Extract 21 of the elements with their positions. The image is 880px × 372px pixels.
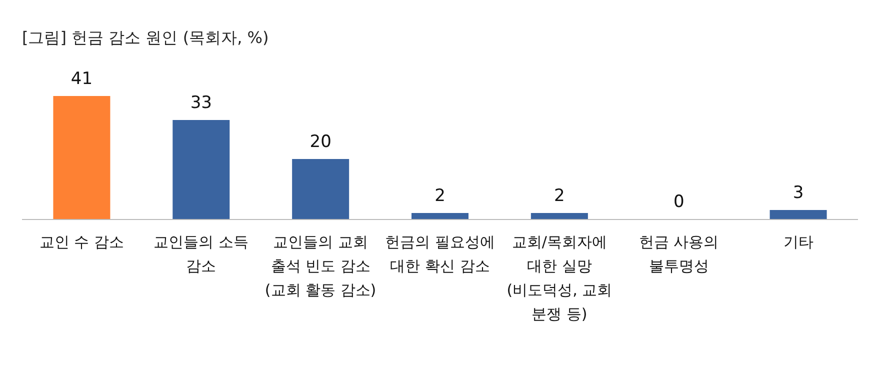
data-label: 33 (190, 93, 212, 113)
bar (530, 213, 588, 219)
x-tick-label: 교인들의 소득 감소 (152, 232, 250, 277)
x-tick-label: 헌금 사용의 불투명성 (638, 232, 720, 277)
data-label: 41 (70, 69, 93, 89)
bar (172, 120, 230, 219)
x-tick-label: 기타 (782, 232, 814, 253)
data-label: 20 (310, 132, 332, 152)
data-label: 0 (673, 192, 684, 212)
bar (53, 96, 110, 219)
x-tick-label: 교인 수 감소 (38, 232, 125, 253)
data-label: 2 (434, 186, 446, 206)
chart-title: [그림] 헌금 감소 원인 (목회자, %) (22, 28, 269, 49)
bar (770, 210, 827, 219)
x-tick-label: 헌금의 필요성에 대한 확신 감소 (384, 232, 496, 277)
bar (292, 159, 350, 219)
data-label: 3 (792, 183, 804, 203)
x-tick-label: 교인들의 교회 출석 빈도 감소(교회 활동 감소) (264, 232, 378, 301)
bar (412, 213, 468, 219)
x-tick-label: 교회/목회자에 대한 실망 (비도덕성, 교회 분쟁 등) (506, 232, 614, 325)
data-label: 2 (554, 186, 565, 206)
